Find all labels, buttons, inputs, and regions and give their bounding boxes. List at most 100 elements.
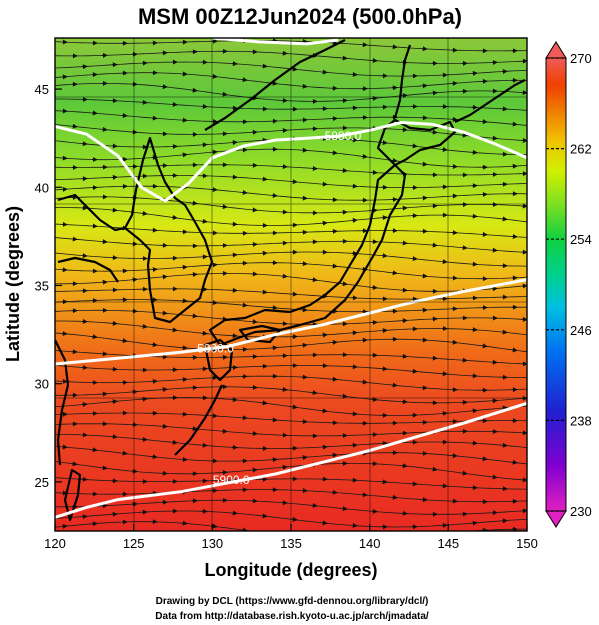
wind-arrow: [311, 502, 318, 508]
coastline-sakhalin: [393, 44, 412, 119]
wind-arrow: [521, 283, 527, 289]
wind-arrow: [211, 149, 218, 155]
streamline: [55, 83, 527, 102]
wind-arrow: [81, 141, 88, 147]
wind-arrow: [501, 405, 508, 411]
wind-arrow: [281, 464, 288, 470]
coastline-ryukyu: [174, 384, 223, 456]
wind-arrow: [331, 376, 338, 382]
x-tick-label: 140: [359, 536, 381, 551]
wind-arrow: [101, 239, 108, 245]
wind-arrow: [311, 390, 318, 396]
coastline-hokkaido: [376, 118, 457, 167]
colorbar-ticks: 270 262 254 246 238 230: [546, 51, 592, 519]
wind-arrow: [261, 400, 268, 406]
wind-arrow: [431, 466, 438, 472]
wind-arrow: [481, 456, 488, 462]
wind-arrow: [221, 91, 228, 97]
wind-arrow: [511, 459, 518, 465]
wind-arrow: [291, 66, 298, 72]
colorbar-max-arrow: [545, 41, 567, 59]
coastline-shandong: [57, 256, 119, 283]
wind-arrow: [501, 216, 508, 222]
x-tick-label: 120: [44, 536, 66, 551]
wind-arrow: [191, 313, 198, 319]
wind-arrow: [371, 284, 378, 290]
wind-arrow: [131, 277, 138, 283]
wind-arrow: [411, 143, 418, 149]
colorbar-min-arrow: [545, 510, 567, 528]
wind-arrow: [61, 523, 68, 529]
height-contour-line: [55, 401, 527, 519]
wind-arrow: [331, 263, 338, 269]
height-contour-line: [55, 278, 527, 366]
coastline-korea: [123, 136, 214, 324]
colorbar-tick-label: 270: [570, 51, 592, 66]
streamline: [55, 309, 527, 325]
wind-arrow: [91, 334, 98, 340]
wind-arrow: [281, 273, 288, 279]
colorbar-tick-label: 254: [570, 232, 592, 247]
wind-arrow: [271, 80, 278, 86]
plot-area: 5880.0 5880.0 5900.0: [55, 38, 527, 535]
wind-arrow: [341, 506, 348, 512]
wind-arrow: [341, 281, 348, 287]
wind-arrow: [411, 256, 418, 262]
streamline: [55, 461, 527, 481]
wind-arrow: [361, 153, 368, 159]
wind-arrow: [381, 140, 388, 146]
wind-arrow: [511, 347, 518, 353]
wind-arrow: [151, 454, 158, 460]
streamline: [55, 164, 527, 176]
streamline: [55, 237, 527, 253]
x-tick-label: 145: [437, 536, 459, 551]
wind-arrow: [71, 123, 78, 129]
wind-arrow: [291, 179, 298, 185]
wind-arrow: [291, 404, 298, 410]
wind-arrow: [272, 534, 277, 535]
y-tick-label: 30: [35, 377, 49, 392]
x-axis-ticks: 120 125 130 135 140 145 150: [44, 524, 538, 551]
wind-arrow: [241, 77, 248, 83]
wind-arrow: [481, 119, 488, 125]
colorbar-tick-label: 238: [570, 413, 592, 428]
wind-arrow: [441, 146, 448, 152]
streamline: [55, 50, 527, 64]
wind-arrow: [391, 158, 398, 163]
wind-arrow: [171, 439, 178, 445]
wind-arrow: [111, 399, 118, 405]
y-tick-label: 25: [35, 475, 49, 490]
wind-arrow: [101, 465, 108, 471]
wind-arrow: [461, 132, 468, 138]
streamline: [55, 423, 527, 437]
coastline-kurils: [454, 79, 526, 123]
contour-label: 5900.0: [213, 473, 250, 487]
wind-arrow: [461, 470, 468, 476]
wind-arrow: [331, 150, 338, 156]
x-tick-label: 150: [516, 536, 538, 551]
wind-arrow: [271, 192, 278, 198]
coastline-china-south: [55, 339, 70, 466]
wind-arrow: [391, 270, 398, 276]
wind-arrow: [91, 447, 98, 453]
credit-drawing: Drawing by DCL (https://www.gfd-dennou.o…: [156, 596, 429, 607]
coastline-kyushu: [203, 338, 234, 382]
wind-arrow: [211, 73, 218, 79]
streamline: [55, 124, 527, 142]
y-tick-label: 35: [35, 278, 49, 293]
streamline: [55, 196, 527, 214]
wind-arrow: [121, 112, 128, 118]
y-tick-label: 40: [35, 180, 49, 195]
wind-arrow: [81, 402, 88, 408]
wind-arrow: [141, 323, 148, 329]
credit-data: Data from http://database.rish.kyoto-u.a…: [155, 611, 429, 622]
wind-arrow: [141, 210, 148, 216]
wind-arrow: [261, 513, 268, 519]
contour-label: 5880.0: [325, 129, 362, 143]
y-axis-label: Latitude (degrees): [3, 206, 23, 362]
coastline-manchuria: [57, 193, 126, 232]
wind-arrow: [191, 200, 198, 206]
streamline: [55, 499, 527, 515]
y-axis-ticks: 25 30 35 40 45: [35, 82, 62, 490]
